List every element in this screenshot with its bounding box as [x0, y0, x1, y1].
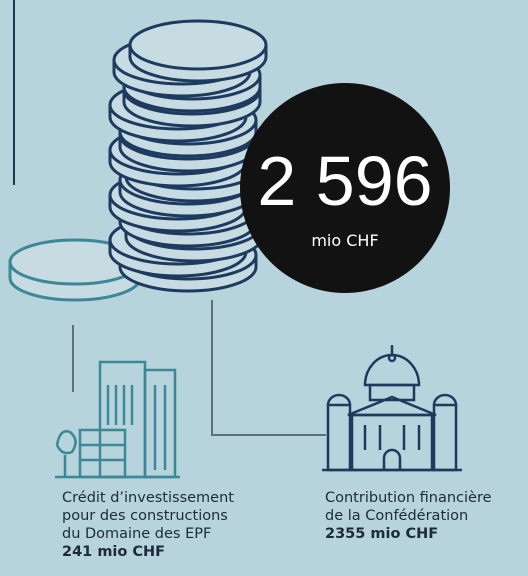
item-label: Crédit d’investissement	[62, 490, 234, 506]
connector-line	[211, 300, 326, 436]
item-amount: 241 mio CHF	[62, 544, 165, 560]
coin-stack	[108, 19, 268, 293]
item-label: de la Confédération	[325, 508, 468, 524]
total-unit: mio CHF	[311, 231, 378, 250]
coin	[128, 19, 268, 71]
coin-small	[8, 238, 142, 302]
total-circle	[240, 83, 450, 293]
item-label: Contribution financière	[325, 490, 492, 506]
parliament-icon	[322, 345, 462, 472]
item-label: du Domaine des EPF	[62, 526, 211, 542]
item-label: pour des constructions	[62, 508, 228, 524]
item-amount: 2355 mio CHF	[325, 526, 438, 542]
building-icon	[55, 360, 180, 479]
total-amount: 2 596	[257, 142, 432, 220]
